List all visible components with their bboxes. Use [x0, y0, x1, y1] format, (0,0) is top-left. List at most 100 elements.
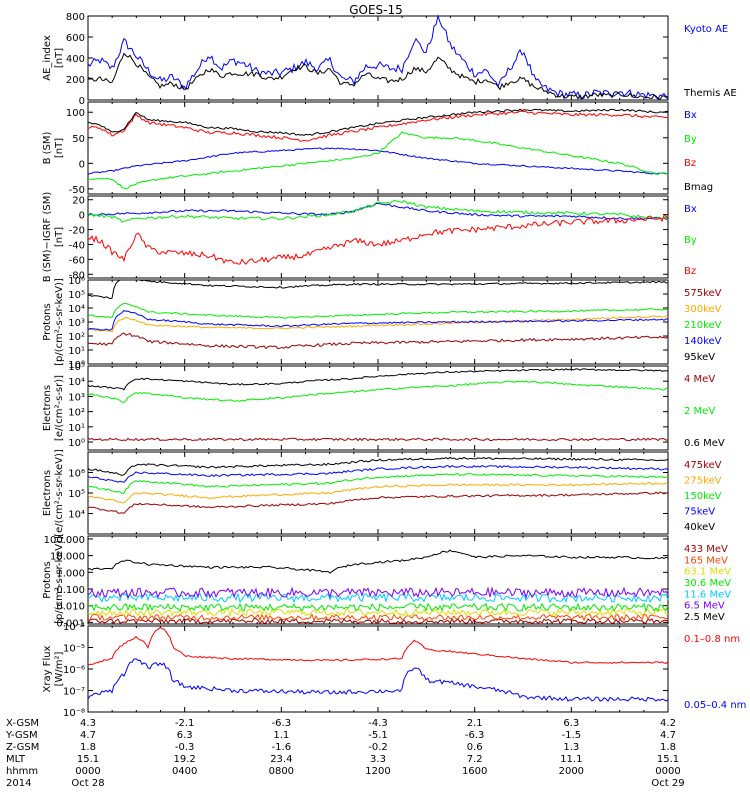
- y-tick-label: -50: [69, 185, 85, 196]
- series-line-by: [87, 199, 669, 223]
- x-axis-cell: 0000: [655, 766, 680, 777]
- y-tick-label: 10⁶: [68, 469, 85, 480]
- x-axis-cell: -1.6: [272, 742, 292, 753]
- y-tick-label: 10⁻⁷: [63, 687, 85, 698]
- x-axis-cell: 0400: [172, 766, 197, 777]
- y-tick-label: 10⁻⁶: [63, 665, 85, 676]
- y-tick-label: 0: [79, 211, 85, 222]
- x-axis-cell: 1200: [365, 766, 390, 777]
- y-tick-label: 50: [72, 134, 85, 145]
- y-axis-label: [nT]: [54, 227, 65, 247]
- series-line-2-mev: [87, 380, 669, 403]
- x-axis-cell: -0.3: [175, 742, 195, 753]
- legend-label: 475keV: [684, 460, 722, 471]
- x-axis-cell: -0.2: [368, 742, 388, 753]
- x-axis-cell: -4.3: [368, 718, 388, 729]
- y-tick-label: 100: [66, 108, 85, 119]
- legend-label: 0.05–0.4 nm: [684, 700, 746, 711]
- series-line-4-mev: [87, 437, 669, 442]
- panel-protons: 10⁰ 10¹ 10² 10³ 10⁴ 10⁵ 10⁶ Protons [p/(cm²-s-sr…: [42, 276, 722, 371]
- x-axis-cell: 4.7: [660, 730, 676, 741]
- y-tick-label: 10⁻⁸: [63, 708, 85, 719]
- y-axis-label: [p/(cm²-s-sr-keV)]: [54, 536, 65, 624]
- y-tick-label: 10⁰: [68, 360, 85, 371]
- x-axis-cell: 3.3: [370, 754, 386, 765]
- legend-label: 63.1 MeV: [684, 567, 731, 578]
- legend-label: By: [684, 134, 697, 145]
- y-tick-label: -80: [69, 270, 85, 281]
- y-tick-label: 400: [66, 54, 85, 65]
- x-axis-cell: 15.1: [657, 754, 679, 765]
- series-line-6-5-mev: [87, 586, 669, 600]
- legend-label: 150keV: [684, 491, 722, 502]
- x-axis-cell: -2.1: [175, 718, 195, 729]
- y-tick-label: 10⁻⁴: [63, 622, 85, 633]
- panel-frame: [87, 279, 669, 365]
- y-tick-label: 10⁰: [68, 438, 85, 449]
- y-tick-label: 10⁶: [68, 276, 85, 287]
- legend-label: 11.6 MeV: [684, 589, 731, 600]
- y-tick-label: 100.000: [44, 535, 85, 546]
- x-axis-cell: 1.3: [563, 742, 579, 753]
- y-tick-label: 200: [66, 75, 85, 86]
- panel-frame: [87, 195, 669, 279]
- y-tick-label: 10⁵: [68, 362, 85, 373]
- x-axis-cell: -1.5: [562, 730, 582, 741]
- legend-label: 30.6 MeV: [684, 578, 731, 589]
- y-tick-label: 600: [66, 33, 85, 44]
- y-tick-label: 10¹: [68, 346, 85, 357]
- legend-label: By: [684, 235, 697, 246]
- y-tick-label: 0.010: [56, 602, 85, 613]
- x-axis-cell: -6.3: [272, 718, 292, 729]
- x-axis-cell: 0.6: [467, 742, 483, 753]
- y-axis-label: AE_index: [42, 35, 53, 81]
- series-line-75kev: [87, 464, 669, 483]
- series-line-bz: [87, 215, 669, 265]
- legend-label: 2.5 MeV: [684, 612, 725, 623]
- x-axis-cell: Oct 29: [651, 778, 684, 789]
- y-axis-label: [e/(cm²-s-sr-keV)]: [54, 449, 65, 537]
- chart-title: GOES-15: [349, 3, 403, 17]
- series-line-2-5-mev: [87, 549, 669, 574]
- x-axis-table: X-GSMY-GSMZ-GSMMLThhmm20144.34.71.815.10…: [5, 718, 685, 789]
- series-line-63-1-mev: [87, 607, 669, 618]
- panel-protons2: 0.001 0.010 0.100 1.000 10.000 100.000 Protons…: [42, 535, 731, 629]
- series-line-475kev: [87, 491, 669, 514]
- series-line-kyoto-ae: [87, 14, 669, 100]
- legend-label: 40keV: [684, 522, 715, 533]
- x-axis-row-label: X-GSM: [6, 718, 39, 729]
- y-tick-label: -40: [69, 240, 85, 251]
- x-axis-row-label: MLT: [6, 754, 26, 765]
- series-line-0-1-0-8-nm: [87, 627, 669, 666]
- panel-electrons1: 10⁰ 10¹ 10² 10³ 10⁴ 10⁵ Electrons [e/(cm²-s-sr)…: [42, 362, 725, 451]
- series-line-575kev: [87, 332, 669, 350]
- legend-label: Bz: [684, 266, 696, 277]
- x-axis-cell: 1.1: [273, 730, 289, 741]
- y-tick-label: 10⁻⁵: [63, 644, 85, 655]
- y-tick-label: 0.001: [56, 618, 85, 629]
- y-axis-label: [nT]: [54, 48, 65, 68]
- y-axis-label: [W/m²]: [54, 651, 65, 686]
- y-axis-label: Protons: [42, 303, 53, 340]
- series-line-0-6-mev: [87, 368, 669, 391]
- y-tick-label: 10³: [68, 318, 85, 329]
- series-line-210kev: [87, 302, 669, 319]
- x-axis-cell: -6.3: [465, 730, 485, 741]
- y-tick-label: -20: [69, 226, 85, 237]
- legend-label: 210keV: [684, 320, 722, 331]
- x-axis-cell: 2.1: [467, 718, 483, 729]
- legend-label: Bx: [684, 110, 697, 121]
- series-line-150kev: [87, 473, 669, 495]
- panel-ae: 0 200 400 600 800 AE_index [nT] Kyoto AE Themis …: [42, 12, 737, 107]
- series-line-bz: [87, 110, 669, 142]
- series-line-40kev: [87, 456, 669, 477]
- legend-label: 95keV: [684, 352, 715, 363]
- x-axis-cell: 4.2: [660, 718, 676, 729]
- y-tick-label: 10²: [68, 332, 85, 343]
- y-tick-label: 10⁴: [68, 510, 85, 521]
- x-axis-cell: 6.3: [177, 730, 193, 741]
- legend-label: 4 MeV: [684, 374, 715, 385]
- x-axis-row-label: Y-GSM: [5, 730, 38, 741]
- panel-frame: [87, 15, 669, 101]
